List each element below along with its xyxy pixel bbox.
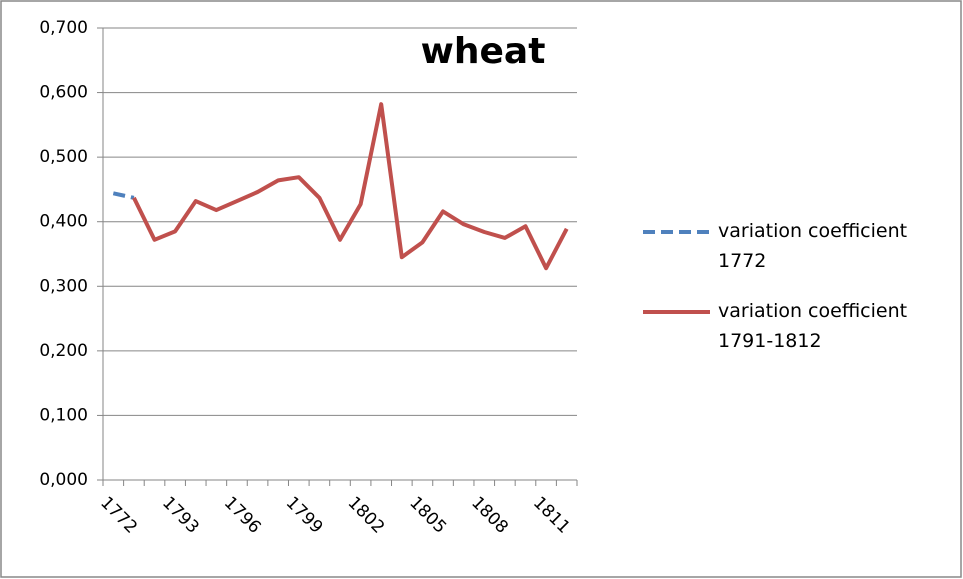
line-series <box>112 191 135 200</box>
y-tick-label: 0,500 <box>39 147 88 167</box>
line-series <box>132 102 569 271</box>
legend-label: variation coefficient 1772 <box>718 220 908 272</box>
chart-title: wheat <box>421 31 546 72</box>
y-tick-label: 0,200 <box>39 341 88 361</box>
y-tick-label: 0,100 <box>39 405 88 425</box>
y-tick-label: 0,600 <box>39 83 88 103</box>
y-tick-label: 0,000 <box>39 470 88 490</box>
legend-label: variation coefficient 1791-1812 <box>718 300 908 352</box>
y-tick-label: 0,700 <box>39 18 88 38</box>
y-tick-label: 0,300 <box>39 276 88 296</box>
y-tick-label: 0,400 <box>39 212 88 232</box>
